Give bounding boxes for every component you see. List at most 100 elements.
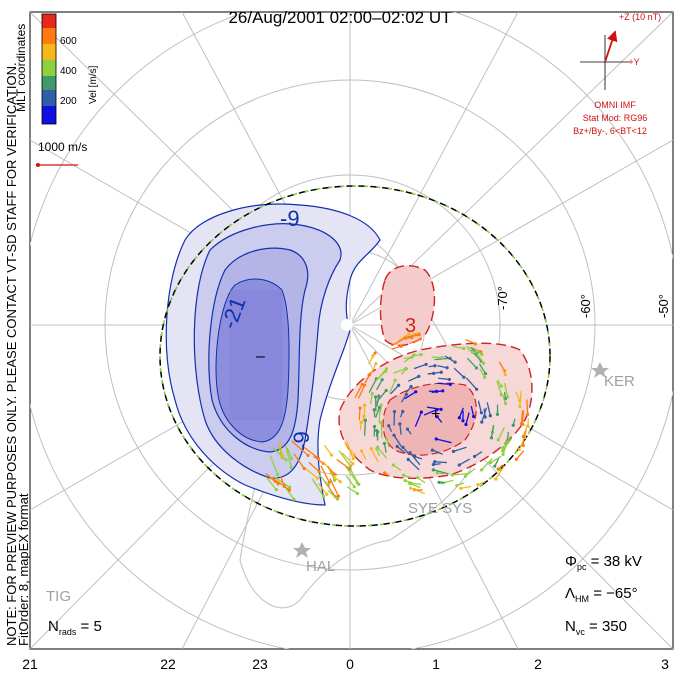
velocity-vector bbox=[458, 407, 464, 418]
velocity-vector bbox=[286, 447, 293, 459]
ker-star-icon bbox=[591, 362, 609, 378]
velocity-vector bbox=[269, 455, 279, 475]
stat-lambda-value: = −65° bbox=[593, 585, 638, 602]
velocity-vector bbox=[368, 378, 377, 394]
mlt-tick-22: 22 bbox=[160, 656, 176, 672]
velocity-vector bbox=[301, 445, 319, 459]
velocity-vector bbox=[465, 377, 478, 390]
velocity-vector bbox=[423, 409, 438, 416]
velocity-vector bbox=[460, 485, 472, 490]
velocity-vector bbox=[354, 384, 363, 398]
velocity-vector bbox=[475, 351, 485, 364]
positive-cell-upper bbox=[379, 264, 436, 347]
velocity-vector bbox=[402, 446, 409, 454]
velocity-vector bbox=[456, 482, 465, 487]
velocity-vector bbox=[452, 472, 468, 476]
velocity-vector bbox=[285, 487, 295, 500]
velocity-vector bbox=[518, 443, 523, 450]
velocity-vector bbox=[433, 469, 449, 475]
velocity-vector bbox=[477, 400, 483, 413]
velocity-vector bbox=[474, 451, 483, 457]
velocity-vector bbox=[465, 338, 476, 345]
velocity-vector bbox=[357, 384, 366, 399]
velocity-vector bbox=[410, 487, 425, 495]
velocity-vector bbox=[403, 354, 415, 363]
velocity-vector bbox=[399, 411, 404, 418]
imf-condition: Bz+/By-, 6<BT<12 bbox=[573, 126, 647, 136]
imf-title: OMNI IMF bbox=[594, 100, 636, 110]
velocity-vector bbox=[400, 368, 407, 375]
mlt-tick-3: 3 bbox=[661, 656, 669, 672]
velocity-vector bbox=[413, 363, 427, 370]
negative-cell-core-fill bbox=[230, 290, 282, 420]
scale-vector bbox=[36, 163, 78, 167]
stat-phi-symbol: Φ bbox=[565, 553, 577, 570]
velocity-colorbar bbox=[41, 13, 57, 125]
velocity-vector bbox=[486, 402, 491, 416]
velocity-vector bbox=[343, 442, 355, 456]
site-markers bbox=[293, 362, 609, 558]
velocity-vector bbox=[384, 472, 391, 477]
velocity-vector bbox=[406, 334, 417, 338]
velocity-vector bbox=[407, 334, 420, 339]
contour-label-pos: 3 bbox=[405, 315, 417, 337]
site-sye-sys: SYE SYS bbox=[408, 500, 473, 517]
velocity-vector bbox=[376, 379, 383, 391]
velocity-vector bbox=[453, 367, 465, 378]
velocity-vector bbox=[399, 423, 402, 435]
velocity-vector bbox=[370, 448, 379, 463]
velocity-vector bbox=[521, 410, 525, 425]
velocity-vector bbox=[272, 447, 287, 461]
velocity-vector bbox=[393, 434, 402, 447]
velocity-vector bbox=[377, 446, 388, 459]
velocity-vector bbox=[427, 372, 434, 375]
velocity-vector bbox=[483, 408, 486, 418]
velocity-vector bbox=[320, 465, 330, 483]
velocity-vector bbox=[383, 443, 387, 453]
velocity-vector bbox=[336, 458, 351, 470]
mlt-tick-0: 0 bbox=[346, 656, 354, 672]
velocity-vector bbox=[318, 473, 329, 486]
velocity-vector bbox=[388, 379, 396, 394]
stat-phi-pc: Φpc = 38 kV bbox=[565, 553, 642, 572]
velocity-vector bbox=[406, 428, 412, 435]
velocity-vector bbox=[470, 405, 475, 417]
velocity-vector bbox=[436, 416, 443, 423]
velocity-vector bbox=[346, 486, 358, 495]
velocity-vector bbox=[323, 444, 333, 456]
imf-y-label: +Y bbox=[628, 57, 640, 67]
velocity-vector bbox=[359, 422, 362, 431]
site-ker: KER bbox=[604, 373, 635, 390]
velocity-vector bbox=[520, 410, 524, 425]
stat-lambda-hm: ΛHM = −65° bbox=[565, 585, 638, 604]
mlt-tick-21: 21 bbox=[22, 656, 38, 672]
velocity-vector bbox=[502, 441, 509, 455]
velocity-vector bbox=[501, 393, 507, 404]
velocity-vector bbox=[317, 483, 328, 495]
velocity-vector bbox=[515, 450, 525, 460]
velocity-vector bbox=[391, 337, 406, 347]
velocity-vector bbox=[437, 472, 445, 475]
velocity-vector bbox=[338, 450, 351, 467]
velocity-vector bbox=[388, 425, 393, 432]
velocity-vector bbox=[444, 355, 456, 363]
velocity-vector bbox=[404, 479, 413, 484]
hal-star-icon bbox=[293, 542, 311, 558]
velocity-vector bbox=[376, 368, 388, 381]
colorbar-label: Vel [m/s] bbox=[88, 65, 99, 104]
velocity-vector bbox=[405, 386, 412, 393]
velocity-vector bbox=[358, 407, 361, 421]
velocity-vector bbox=[458, 458, 470, 466]
velocity-vector bbox=[345, 466, 358, 484]
velocity-vector bbox=[375, 407, 381, 418]
velocity-vector bbox=[370, 363, 377, 375]
velocity-vector bbox=[407, 458, 420, 471]
velocity-vector bbox=[397, 333, 410, 342]
velocity-vector bbox=[360, 450, 367, 460]
velocity-vector bbox=[363, 420, 367, 436]
velocity-vector bbox=[453, 446, 467, 452]
velocity-vector bbox=[392, 345, 402, 350]
stat-nrads-symbol: N bbox=[48, 618, 59, 635]
velocity-vector bbox=[376, 395, 380, 407]
velocity-vector bbox=[408, 375, 420, 382]
